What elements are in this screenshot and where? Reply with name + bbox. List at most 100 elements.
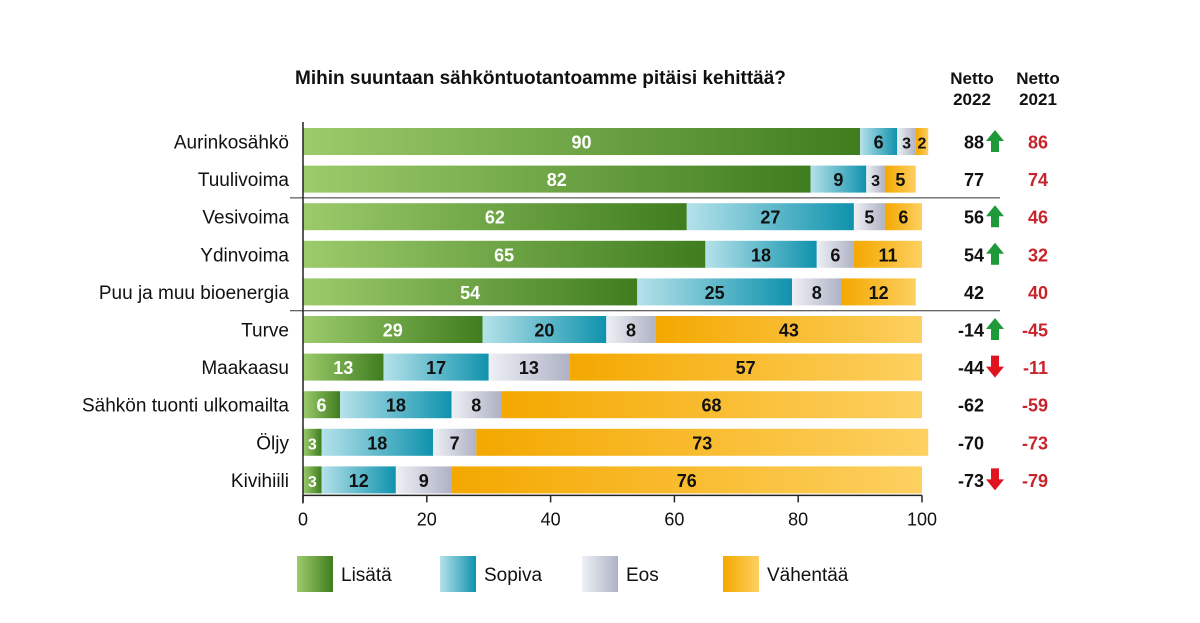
legend-item-lisata: Lisätä xyxy=(297,556,392,592)
data-label: 65 xyxy=(494,245,514,265)
data-label: 57 xyxy=(736,358,756,378)
x-tick-label: 0 xyxy=(298,509,308,529)
bar-segment-vahentaa xyxy=(884,165,916,193)
bar-segment-sopiva xyxy=(321,466,396,494)
data-label: 6 xyxy=(830,245,840,265)
legend-label: Sopiva xyxy=(484,565,543,586)
legend-item-eos: Eos xyxy=(582,556,659,592)
data-label: 8 xyxy=(626,321,636,341)
net-2021-value: -73 xyxy=(1022,433,1048,453)
arrow-up-icon xyxy=(986,318,1004,340)
data-label: 17 xyxy=(426,358,446,378)
data-label: 5 xyxy=(864,208,874,228)
legend-swatch xyxy=(723,556,759,592)
legend-label: Vähentää xyxy=(767,565,849,586)
x-tick-label: 40 xyxy=(541,509,561,529)
bar-segment-vahentaa xyxy=(451,466,922,494)
bar-segment-eos xyxy=(488,353,570,381)
net-2021-value: 40 xyxy=(1028,283,1048,303)
bar-segment-vahentaa xyxy=(501,391,922,419)
data-label: 2 xyxy=(918,136,927,153)
legend-label: Lisätä xyxy=(341,565,392,586)
bar-segment-lisata xyxy=(303,316,483,343)
net-2022-value: -73 xyxy=(958,471,984,491)
category-label: Tuulivoima xyxy=(198,170,290,191)
category-label: Turve xyxy=(241,321,289,342)
net-2022-value: -44 xyxy=(958,358,984,378)
data-label: 3 xyxy=(902,136,911,153)
bar-segment-eos xyxy=(792,278,842,306)
arrow-up-icon xyxy=(986,130,1004,152)
data-label: 18 xyxy=(367,433,387,453)
data-label: 43 xyxy=(779,321,799,341)
net-2022-value: 88 xyxy=(964,133,984,153)
bar-segment-eos xyxy=(432,428,477,456)
bar-segment-sopiva xyxy=(810,165,867,193)
legend-swatch xyxy=(582,556,618,592)
data-label: 12 xyxy=(869,283,889,303)
data-label: 8 xyxy=(471,396,481,416)
bar-segment-vahentaa xyxy=(655,316,922,343)
bar-segment-sopiva xyxy=(705,240,817,268)
bar-segment-eos xyxy=(395,466,452,494)
bar-segment-lisata xyxy=(303,128,861,155)
bar-segment-sopiva xyxy=(340,391,452,419)
net-2021-value: -59 xyxy=(1022,396,1048,416)
net-header-2021: 2021 xyxy=(1019,90,1057,109)
bar-segment-sopiva xyxy=(860,128,898,155)
bar-segment-lisata xyxy=(303,278,638,306)
net-header-2022: Netto xyxy=(950,69,993,88)
legend-swatch xyxy=(297,556,333,592)
bar-segment-lisata xyxy=(303,165,811,193)
net-2021-value: 46 xyxy=(1028,208,1048,228)
bar-row-sahkon-tuonti-ulkomailta: Sähkön tuonti ulkomailta 6 18 8 68 -62 -59 xyxy=(82,391,1048,419)
bar-row-puu-ja-muu-bioenergia: Puu ja muu bioenergia 54 25 8 12 42 40 xyxy=(99,278,1048,306)
arrow-up-icon xyxy=(986,205,1004,228)
data-label: 11 xyxy=(878,245,897,265)
bar-segment-lisata xyxy=(303,240,706,268)
bar-segment-lisata xyxy=(303,353,384,381)
net-header-2021: Netto xyxy=(1016,69,1059,88)
bar-segment-sopiva xyxy=(637,278,793,306)
arrow-up-icon xyxy=(986,242,1004,265)
net-2022-value: -62 xyxy=(958,396,984,416)
net-2022-value: 42 xyxy=(964,283,984,303)
bar-row-maakaasu: Maakaasu 13 17 13 57 -44 -11 xyxy=(201,353,1048,381)
bar-segment-eos xyxy=(606,316,656,343)
bar-row-turve: Turve 29 20 8 43 -14 -45 xyxy=(241,316,1048,343)
x-tick-label: 60 xyxy=(664,509,684,529)
bar-segment-eos xyxy=(451,391,502,419)
net-2021-value: 74 xyxy=(1028,170,1048,190)
bar-segment-lisata xyxy=(303,391,341,419)
net-2021-value: 32 xyxy=(1028,245,1048,265)
net-2022-value: 56 xyxy=(964,208,984,228)
arrow-down-icon xyxy=(986,468,1004,491)
net-2022-value: -70 xyxy=(958,433,984,453)
data-label: 29 xyxy=(383,321,403,341)
bar-segment-vahentaa xyxy=(841,278,916,306)
bar-row-vesivoima: Vesivoima 62 27 5 6 56 46 xyxy=(202,203,1048,231)
category-label: Öljy xyxy=(256,433,289,454)
data-label: 54 xyxy=(460,283,480,303)
bar-segment-lisata xyxy=(303,466,322,494)
data-label: 12 xyxy=(349,471,369,491)
data-label: 13 xyxy=(519,358,539,378)
net-header-2022: 2022 xyxy=(953,90,991,109)
data-label: 6 xyxy=(874,133,884,153)
x-tick-label: 100 xyxy=(907,509,937,529)
data-label: 82 xyxy=(547,170,567,190)
category-label: Sähkön tuonti ulkomailta xyxy=(82,396,289,417)
bar-row-aurinkosahko: Aurinkosähkö 90 6 3 2 88 86 xyxy=(174,128,1048,155)
net-2022-value: 54 xyxy=(964,245,984,265)
bar-segment-vahentaa xyxy=(915,128,929,155)
x-tick-label: 20 xyxy=(417,509,437,529)
category-label: Maakaasu xyxy=(201,358,289,379)
data-label: 90 xyxy=(572,133,592,153)
net-2022-value: 77 xyxy=(964,170,984,190)
net-2021-value: 86 xyxy=(1028,133,1048,153)
bar-segment-vahentaa xyxy=(884,203,922,231)
data-label: 73 xyxy=(692,433,712,453)
x-tick-label: 80 xyxy=(788,509,808,529)
legend-item-vahentaa: Vähentää xyxy=(723,556,849,592)
